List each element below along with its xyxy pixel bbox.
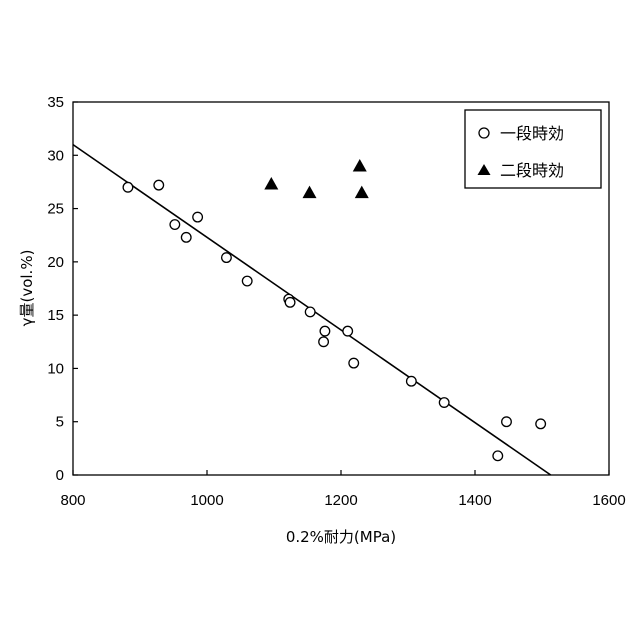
data-point-series-1 — [343, 326, 353, 336]
x-axis: 800 1000 1200 1400 1600 — [60, 470, 625, 509]
y-tick-label: 0 — [56, 467, 64, 484]
data-point-series-1 — [285, 298, 295, 308]
y-tick-label: 5 — [56, 414, 64, 431]
legend-label-series-1: 一段時効 — [500, 124, 564, 143]
y-tick-label: 25 — [47, 201, 64, 218]
data-point-series-1 — [349, 358, 359, 368]
data-point-series-1 — [305, 307, 315, 317]
y-tick-label: 35 — [47, 94, 64, 111]
x-axis-label: 0.2%耐力(MPa) — [286, 528, 396, 546]
x-tick-label: 800 — [60, 492, 85, 509]
y-tick-label: 15 — [47, 307, 64, 324]
x-tick-label: 1400 — [458, 492, 491, 509]
legend: 一段時効 二段時効 — [465, 110, 601, 188]
y-axis-label: γ量(vol.%) — [18, 250, 36, 327]
data-point-series-1 — [222, 253, 232, 263]
data-point-series-1 — [502, 417, 512, 427]
y-tick-label: 30 — [47, 147, 64, 164]
data-point-series-1 — [439, 398, 449, 408]
data-point-series-1 — [320, 326, 330, 336]
x-tick-label: 1000 — [190, 492, 223, 509]
data-point-series-1 — [536, 419, 546, 429]
data-point-series-1 — [123, 182, 133, 192]
y-tick-label: 20 — [47, 254, 64, 271]
data-point-series-1 — [181, 233, 191, 243]
x-tick-label: 1600 — [592, 492, 625, 509]
data-point-series-1 — [170, 220, 180, 230]
data-point-series-1 — [242, 276, 252, 286]
data-point-series-1 — [193, 212, 203, 222]
legend-label-series-2: 二段時効 — [500, 161, 564, 180]
data-point-series-1 — [319, 337, 329, 347]
data-point-series-1 — [493, 451, 503, 461]
data-point-series-1 — [154, 180, 164, 190]
legend-circle-marker — [479, 128, 489, 138]
y-tick-label: 10 — [47, 360, 64, 377]
x-tick-label: 1200 — [324, 492, 357, 509]
data-point-series-1 — [407, 376, 417, 386]
